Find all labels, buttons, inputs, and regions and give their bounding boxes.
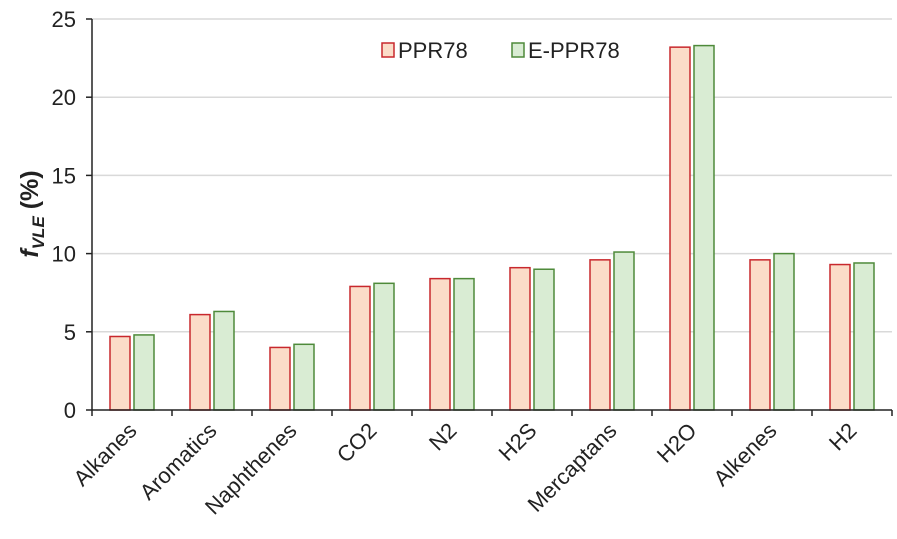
y-axis-label-suffix: (%) bbox=[16, 170, 44, 216]
bar-e-ppr78-n2 bbox=[453, 277, 475, 411]
bar-ppr78-h2s bbox=[509, 266, 531, 411]
gridlines bbox=[92, 18, 892, 333]
y-axis-label: fVLE (%) bbox=[16, 170, 48, 257]
bar-e-ppr78-naphthenes bbox=[293, 343, 315, 411]
legend: PPR78 E-PPR78 bbox=[381, 38, 620, 63]
bar-ppr78-naphthenes bbox=[269, 346, 291, 411]
bar-e-ppr78-h2s bbox=[533, 268, 555, 411]
x-tick-label: Alkenes bbox=[709, 418, 782, 491]
bar-e-ppr78-alkanes bbox=[133, 334, 155, 411]
y-tick-label: 15 bbox=[52, 163, 76, 188]
x-tick-label: Aromatics bbox=[135, 418, 222, 505]
bar-ppr78-alkanes bbox=[109, 335, 131, 411]
bar-ppr78-h2o bbox=[669, 46, 691, 411]
bar-e-ppr78-co2 bbox=[373, 282, 395, 411]
legend-label-ppr78: PPR78 bbox=[398, 38, 468, 63]
bar-e-ppr78-h2 bbox=[853, 262, 875, 411]
legend-swatch-e-ppr78 bbox=[511, 42, 525, 58]
bar-ppr78-mercaptans bbox=[589, 259, 611, 411]
y-tick-label: 0 bbox=[64, 398, 76, 423]
x-tick-label: N2 bbox=[424, 418, 462, 456]
bar-ppr78-aromatics bbox=[189, 313, 211, 411]
y-tick-label: 20 bbox=[52, 85, 76, 110]
y-axis-label-subscript: VLE bbox=[29, 216, 48, 250]
x-tick-label: H2 bbox=[824, 418, 862, 456]
legend-label-e-ppr78: E-PPR78 bbox=[528, 38, 620, 63]
bar-e-ppr78-aromatics bbox=[213, 310, 235, 411]
y-tick-labels: 0 5 10 15 20 25 bbox=[52, 7, 76, 423]
axes-group bbox=[86, 18, 893, 416]
x-tick-label: H2O bbox=[652, 418, 702, 468]
bar-ppr78-n2 bbox=[429, 277, 451, 411]
bar-e-ppr78-alkenes bbox=[773, 252, 795, 411]
x-tick-label: Alkanes bbox=[69, 418, 142, 491]
bars-group bbox=[109, 44, 875, 411]
x-tick-label: CO2 bbox=[332, 418, 382, 468]
bar-e-ppr78-h2o bbox=[693, 44, 715, 411]
x-tick-label: H2S bbox=[494, 418, 542, 466]
legend-swatch-ppr78 bbox=[381, 42, 395, 58]
y-tick-label: 25 bbox=[52, 7, 76, 32]
y-tick-label: 5 bbox=[64, 320, 76, 345]
y-tick-label: 10 bbox=[52, 242, 76, 267]
y-axis-label-main: f bbox=[16, 247, 44, 258]
bar-ppr78-alkenes bbox=[749, 259, 771, 411]
bar-e-ppr78-mercaptans bbox=[613, 251, 635, 411]
bar-ppr78-co2 bbox=[349, 285, 371, 411]
bar-ppr78-h2 bbox=[829, 263, 851, 411]
